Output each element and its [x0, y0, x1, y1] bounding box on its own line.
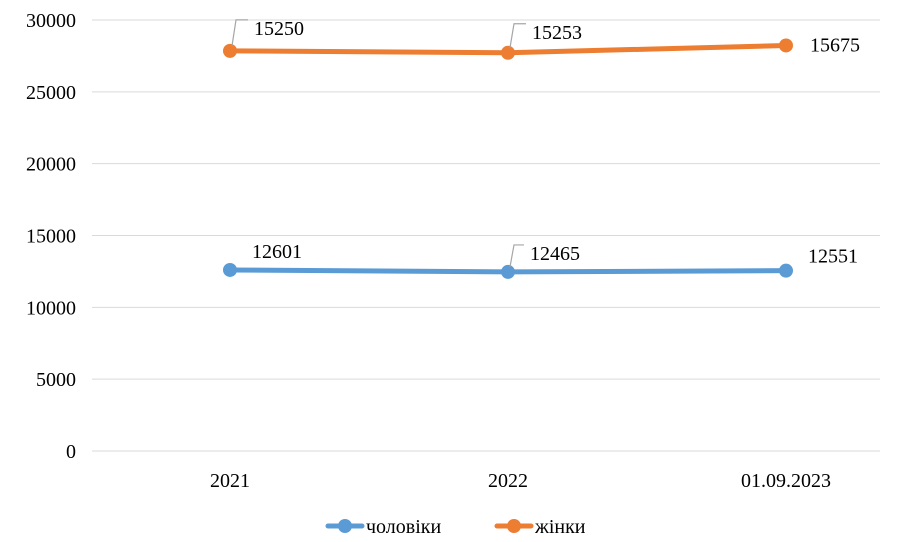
y-tick-label-25000: 25000 — [26, 82, 76, 104]
x-axis-tick-labels: 2021 2022 01.09.2023 — [210, 470, 831, 492]
data-label-1-1: 15253 — [532, 22, 582, 44]
legend-label-1: жінки — [534, 516, 586, 538]
y-tick-label-15000: 15000 — [26, 226, 76, 248]
x-tick-label-2: 01.09.2023 — [741, 470, 831, 492]
data-point-0-1 — [501, 265, 515, 279]
leader-line-0-1 — [510, 245, 524, 267]
data-point-1-1 — [501, 46, 515, 60]
y-tick-label-10000: 10000 — [26, 297, 76, 319]
leader-line-1-1 — [510, 24, 526, 48]
data-label-0-2: 12551 — [808, 246, 858, 268]
series-lines — [223, 38, 793, 278]
legend-marker-0 — [338, 519, 352, 533]
data-label-1-0: 15250 — [254, 18, 304, 40]
leader-line-1-0 — [232, 20, 248, 46]
data-point-1-0 — [223, 44, 237, 58]
data-label-1-2: 15675 — [810, 34, 860, 56]
y-tick-label-30000: 30000 — [26, 10, 76, 32]
data-labels: 12601 12465 12551 15250 15253 15675 — [232, 18, 860, 268]
y-tick-label-0: 0 — [66, 441, 76, 463]
y-tick-label-5000: 5000 — [36, 369, 76, 391]
y-axis-tick-labels: 0 5000 10000 15000 20000 25000 30000 — [26, 10, 76, 463]
legend-marker-1 — [507, 519, 521, 533]
x-tick-label-0: 2021 — [210, 470, 250, 492]
x-tick-label-1: 2022 — [488, 470, 528, 492]
data-point-0-2 — [779, 264, 793, 278]
data-point-0-0 — [223, 263, 237, 277]
y-tick-label-20000: 20000 — [26, 154, 76, 176]
data-point-1-2 — [779, 38, 793, 52]
gridlines — [92, 20, 880, 451]
legend: чоловіки жінки — [328, 516, 586, 538]
data-label-0-1: 12465 — [530, 243, 580, 265]
legend-label-0: чоловіки — [366, 516, 441, 538]
data-label-0-0: 12601 — [252, 241, 302, 263]
